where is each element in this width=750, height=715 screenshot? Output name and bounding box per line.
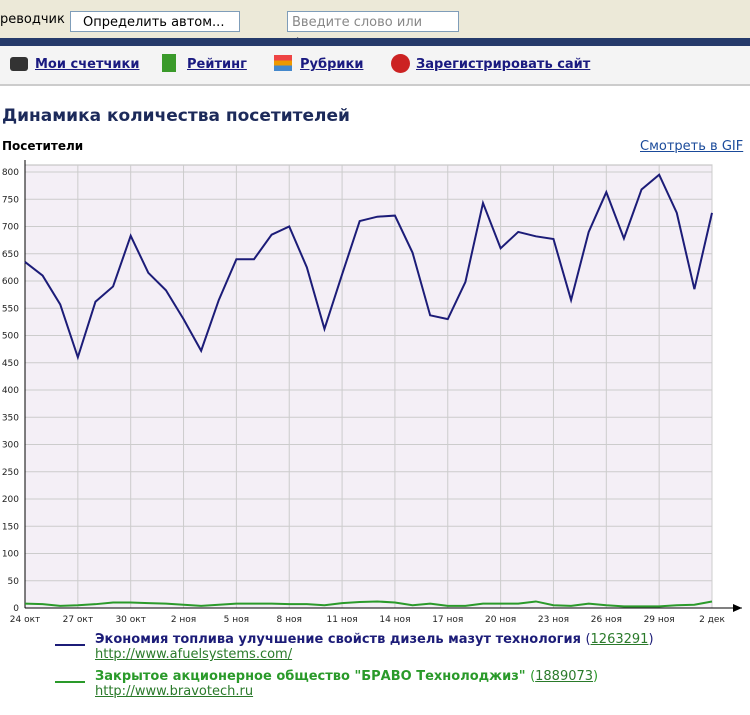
page-title: Динамика количества посетителей xyxy=(2,106,350,126)
translator-label: реводчик xyxy=(0,12,65,27)
y-tick-label: 300 xyxy=(2,441,19,451)
y-tick-label: 150 xyxy=(2,522,19,532)
chart: 0 50 100 150 200 250 300 350 400 450 500 550 600 650 7… xyxy=(2,160,742,625)
nav-link[interactable]: Мои счетчики xyxy=(35,57,140,72)
y-tick-label: 750 xyxy=(2,195,19,205)
icon xyxy=(274,55,292,71)
language-select[interactable]: Определить автом... xyxy=(70,11,240,32)
y-tick-label: 550 xyxy=(2,304,19,314)
x-tick-label: 23 ноя xyxy=(538,615,569,625)
y-axis-title: Посетители xyxy=(2,139,84,153)
x-tick-label: 14 ноя xyxy=(379,615,410,625)
y-tick-label: 600 xyxy=(2,277,19,287)
y-tick-label: 200 xyxy=(2,495,19,505)
x-tick-label: 24 окт xyxy=(10,615,41,625)
bracket: ( xyxy=(530,669,536,684)
plot-area xyxy=(24,164,713,609)
toolbar: реводчик Определить автом... Введите сло… xyxy=(0,0,750,51)
nav-link[interactable]: Рубрики xyxy=(300,57,364,72)
y-tick-label: 450 xyxy=(2,359,19,369)
bracket: ) xyxy=(648,632,654,647)
x-tick-label: 2 ноя xyxy=(171,615,196,625)
series-line xyxy=(24,173,713,361)
bracket: ( xyxy=(585,632,591,647)
legend-text: Закрытое акционерное общество "БРАВО Тех… xyxy=(95,669,598,699)
x-tick-label: 29 ноя xyxy=(644,615,675,625)
x-tick-label: 2 дек xyxy=(699,615,725,625)
x-tick-label: 30 окт xyxy=(115,615,146,625)
series-line xyxy=(24,600,713,608)
series-name: Закрытое акционерное общество "БРАВО Тех… xyxy=(95,669,526,684)
x-tick-label: 27 окт xyxy=(63,615,94,625)
series-name: Экономия топлива улучшение свойств дизел… xyxy=(95,632,581,647)
legend-text: Экономия топлива улучшение свойств дизел… xyxy=(95,632,654,662)
legend-swatch xyxy=(55,681,85,683)
y-tick-label: 50 xyxy=(8,577,20,587)
y-tick-label: 500 xyxy=(2,332,19,342)
nav: Мои счетчики Рейтинг Рубрики Зарегистрир… xyxy=(0,46,750,86)
y-tick-label: 800 xyxy=(2,168,19,178)
y-tick-label: 100 xyxy=(2,550,19,560)
x-tick-label: 26 ноя xyxy=(591,615,622,625)
gif-link[interactable]: Смотреть в GIF xyxy=(640,139,744,154)
y-tick-label: 400 xyxy=(2,386,19,396)
header-bar xyxy=(0,38,750,46)
site-id[interactable]: 1263291 xyxy=(590,632,649,647)
y-tick-label: 700 xyxy=(2,223,19,233)
select-text: Определить автом... xyxy=(83,15,225,30)
bracket: ) xyxy=(593,669,599,684)
nav-link[interactable]: Зарегистрировать сайт xyxy=(416,57,591,72)
x-tick-label: 5 ноя xyxy=(224,615,249,625)
icon xyxy=(162,54,176,72)
legend-swatch xyxy=(55,644,85,646)
icon xyxy=(391,54,410,73)
legend-item: Закрытое акционерное общество "БРАВО Тех… xyxy=(0,669,750,706)
site-url[interactable]: http://www.bravotech.ru xyxy=(95,684,254,699)
axis-arrow xyxy=(733,604,742,612)
y-tick-label: 650 xyxy=(2,250,19,260)
site-url[interactable]: http://www.afuelsystems.com/ xyxy=(95,647,293,662)
x-tick-label: 17 ноя xyxy=(432,615,463,625)
x-tick-label: 8 ноя xyxy=(277,615,302,625)
site-id[interactable]: 1889073 xyxy=(535,669,594,684)
x-tick-label: 20 ноя xyxy=(485,615,516,625)
legend-item: Экономия топлива улучшение свойств дизел… xyxy=(0,632,750,669)
y-tick-label: 0 xyxy=(13,604,19,614)
icon xyxy=(10,57,28,71)
y-tick-label: 250 xyxy=(2,468,19,478)
search-input[interactable]: Введите слово или фразу xyxy=(287,11,459,51)
x-tick-label: 11 ноя xyxy=(327,615,358,625)
nav-link[interactable]: Рейтинг xyxy=(187,57,247,72)
y-tick-label: 350 xyxy=(2,413,19,423)
